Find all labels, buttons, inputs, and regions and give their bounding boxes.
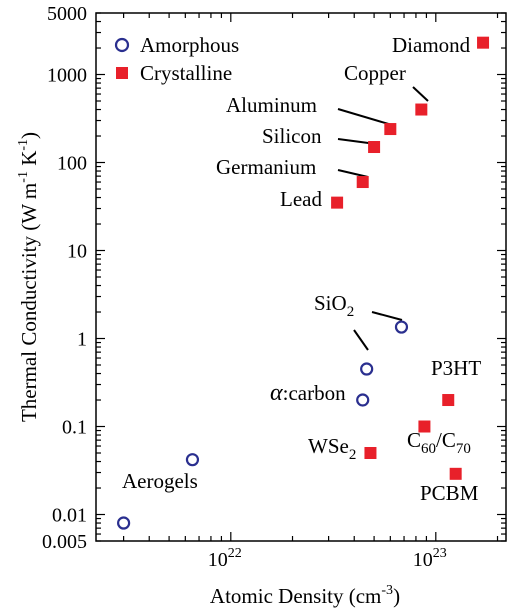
label-alpha: α (270, 380, 283, 406)
point-crystalline (450, 468, 462, 480)
label-sio2-base: SiO (314, 291, 347, 315)
label-lead: Lead (280, 187, 322, 211)
label-c60-base: C (407, 428, 421, 452)
label-wse2-base: WSe (308, 434, 349, 458)
x-tick-label-exp: 23 (433, 546, 447, 561)
point-amorphous (187, 454, 198, 465)
point-crystalline (331, 197, 343, 209)
point-crystalline (384, 123, 396, 135)
label-silicon: Silicon (262, 124, 322, 148)
point-crystalline (364, 447, 376, 459)
y-tick-label: 100 (57, 153, 87, 175)
y-tick-label: 10 (67, 241, 87, 263)
label-c70-sub: 70 (456, 441, 471, 457)
point-crystalline (477, 37, 489, 49)
point-crystalline (368, 141, 380, 153)
point-amorphous (118, 518, 129, 529)
point-amorphous (357, 395, 368, 406)
leader-sio2-b (354, 330, 368, 350)
label-alpha-carbon: α:carbon (270, 380, 346, 406)
label-wse2: WSe2 (308, 434, 356, 463)
leader-germanium (338, 170, 368, 177)
x-axis-title-main: Atomic Density (cm (210, 584, 381, 608)
y-tick-label: 1 (77, 329, 87, 351)
y-tick-label: 1000 (47, 65, 87, 87)
x-axis-title: Atomic Density (cm-3) (210, 583, 400, 608)
y-axis-title-exp2: -1 (16, 139, 31, 151)
legend-amorphous-label: Amorphous (140, 33, 239, 57)
leader-copper (413, 87, 428, 101)
y-tick-label: 0.01 (52, 505, 87, 527)
leader-aluminum (338, 109, 392, 125)
label-aluminum: Aluminum (226, 93, 317, 117)
x-axis-title-exp: -3 (381, 583, 393, 598)
x-axis-title-close: ) (393, 584, 400, 608)
point-amorphous (361, 364, 372, 375)
point-crystalline (415, 104, 427, 116)
label-sio2: SiO2 (314, 291, 354, 320)
label-aerogels: Aerogels (122, 469, 198, 493)
y-axis-title-exp1: -1 (16, 171, 31, 183)
label-carbon: :carbon (283, 381, 346, 405)
x-tick-label: 1023 (413, 546, 447, 571)
point-crystalline (357, 176, 369, 188)
point-amorphous (396, 322, 407, 333)
label-sio2-sub: 2 (347, 304, 355, 320)
x-tick-label-base: 10 (208, 549, 228, 571)
label-diamond: Diamond (392, 33, 471, 57)
label-c60-c70: C60/C70 (407, 428, 471, 457)
y-tick-label: 0.1 (62, 417, 87, 439)
legend-crystalline-label: Crystalline (140, 61, 232, 85)
label-copper: Copper (344, 61, 406, 85)
y-tick-label: 5000 (47, 3, 87, 25)
y-axis-title-close: ) (17, 132, 41, 139)
label-p3ht: P3HT (431, 356, 481, 380)
label-c70-slash: /C (436, 428, 456, 452)
label-pcbm: PCBM (420, 481, 479, 505)
y-axis-title: Thermal Conductivity (W m-1 K-1) (16, 132, 41, 422)
legend-crystalline-marker (116, 67, 128, 79)
y-tick-labels: 0.005 0.01 0.1 1 10 100 1000 5000 (42, 3, 87, 553)
x-tick-label: 1022 (208, 546, 242, 571)
leader-sio2-a (372, 312, 402, 320)
x-tick-label-base: 10 (413, 549, 433, 571)
label-c60-sub: 60 (421, 441, 436, 457)
label-germanium: Germanium (216, 155, 316, 179)
label-wse2-sub: 2 (349, 447, 357, 463)
x-tick-labels: 1022 1023 (208, 546, 447, 571)
x-tick-label-exp: 22 (228, 546, 242, 561)
legend-amorphous-marker (116, 39, 128, 51)
y-axis-title-main: Thermal Conductivity (W m (17, 183, 41, 422)
y-tick-label: 0.005 (42, 531, 87, 553)
legend: Amorphous Crystalline (116, 33, 239, 85)
point-crystalline (442, 394, 454, 406)
y-axis-title-mid: K (17, 151, 41, 171)
